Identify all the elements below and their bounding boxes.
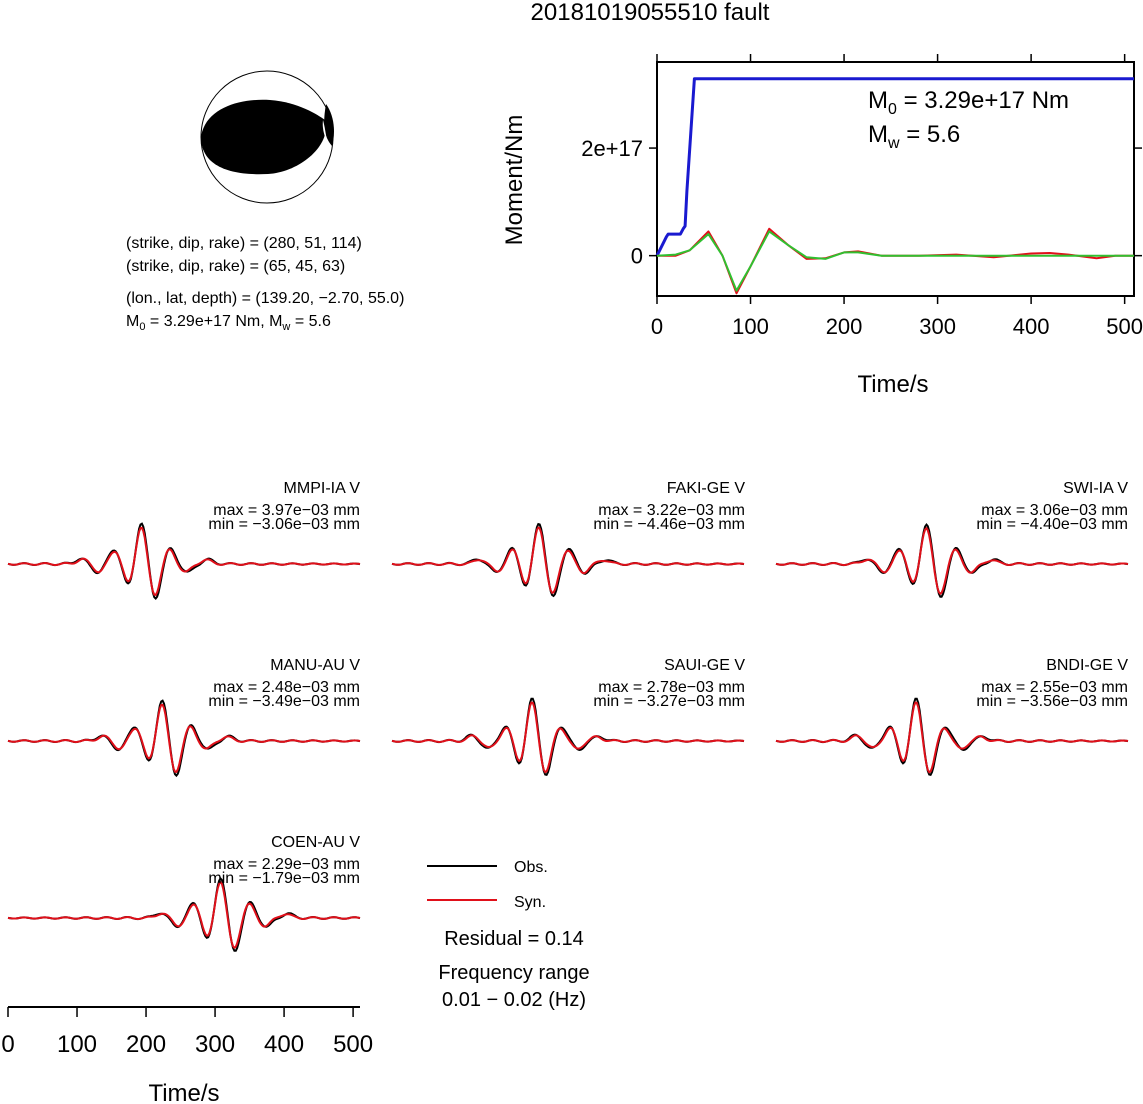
synthetic-trace: [775, 701, 1129, 774]
legend-syn-label: Syn.: [514, 894, 546, 911]
frequency-range-label: Frequency range: [438, 962, 589, 984]
bottom-time-axis: 0 100 200 300 400 500 Time/s: [1, 1006, 373, 1104]
moment-xtick-label: 300: [919, 314, 956, 339]
moment-curve: [655, 77, 1134, 257]
station-name: SAUI-GE V: [664, 657, 745, 674]
focal-plane-2: (strike, dip, rake) = (65, 45, 63): [126, 258, 345, 275]
synthetic-trace: [7, 526, 361, 596]
moment-xtick-label: 100: [732, 314, 769, 339]
figure-title: 20181019055510 fault: [531, 0, 770, 26]
station-min: min = −3.06e−03 mm: [208, 516, 360, 533]
moment-annotation-mw: Mw = 5.6: [868, 121, 960, 152]
station-name: BNDI-GE V: [1046, 657, 1128, 674]
station-max: max = 2.29e−03 mm: [213, 856, 360, 873]
bottom-xlabel: Time/s: [148, 1080, 219, 1104]
station-max: max = 3.97e−03 mm: [213, 502, 360, 519]
beachball: [200, 70, 334, 204]
station-min: min = −4.46e−03 mm: [593, 516, 745, 533]
station-min: min = −3.27e−03 mm: [593, 693, 745, 710]
moment-ytick-label: 2e+17: [581, 136, 643, 161]
station-max: max = 2.48e−03 mm: [213, 679, 360, 696]
moment-chart: 0 100 200 300 400 500 0 2e+17 Moment/Nm Time/s…: [501, 54, 1143, 398]
moment-xlabel: Time/s: [857, 371, 928, 398]
bottom-xtick-label: 500: [333, 1031, 373, 1058]
observed-trace: [7, 877, 361, 952]
legend: Obs. Syn.: [427, 859, 548, 911]
focal-plane-1: (strike, dip, rake) = (280, 51, 114): [126, 235, 362, 252]
bottom-xtick-label: 400: [264, 1031, 304, 1058]
synthetic-trace: [7, 880, 361, 950]
synthetic-trace: [7, 703, 361, 773]
focal-moment: M0 = 3.29e+17 Nm, Mw = 5.6: [126, 313, 331, 333]
moment-rate-alt: [656, 230, 1134, 292]
focal-location: (lon., lat, depth) = (139.20, −2.70, 55.…: [126, 290, 404, 307]
station-min: min = −3.49e−03 mm: [208, 693, 360, 710]
moment-annotation-m0: M0 = 3.29e+17 Nm: [868, 87, 1069, 118]
frequency-range-value: 0.01 − 0.02 (Hz): [442, 989, 586, 1011]
station-min: min = −3.56e−03 mm: [976, 693, 1128, 710]
station-max: max = 3.06e−03 mm: [981, 502, 1128, 519]
station-min: min = −4.40e−03 mm: [976, 516, 1128, 533]
station-name: COEN-AU V: [271, 834, 360, 851]
station-name: MMPI-IA V: [284, 480, 361, 497]
moment-ylabel: Moment/Nm: [501, 115, 528, 246]
synthetic-trace: [775, 526, 1129, 596]
observed-trace: [7, 522, 361, 600]
station-name: SWI-IA V: [1063, 480, 1128, 497]
synthetic-trace: [391, 526, 745, 594]
moment-xtick-label: 0: [651, 314, 663, 339]
moment-xtick-label: 200: [826, 314, 863, 339]
station-max: max = 2.55e−03 mm: [981, 679, 1128, 696]
legend-obs-label: Obs.: [514, 859, 548, 876]
bottom-xtick-label: 0: [1, 1031, 14, 1058]
bottom-xtick-label: 200: [126, 1031, 166, 1058]
moment-xtick-label: 400: [1013, 314, 1050, 339]
synthetic-trace: [391, 701, 745, 774]
bottom-xtick-label: 100: [57, 1031, 97, 1058]
station-min: min = −1.79e−03 mm: [208, 870, 360, 887]
bottom-xtick-label: 300: [195, 1031, 235, 1058]
moment-xtick-label: 500: [1106, 314, 1143, 339]
station-max: max = 3.22e−03 mm: [598, 502, 745, 519]
observed-trace: [775, 522, 1129, 598]
moment-plot-frame: [656, 61, 1135, 297]
moment-rate-syn: [657, 227, 1134, 295]
observed-trace: [391, 522, 745, 598]
station-max: max = 2.78e−03 mm: [598, 679, 745, 696]
moment-ytick-label: 0: [631, 244, 643, 269]
station-name: FAKI-GE V: [667, 480, 746, 497]
station-name: MANU-AU V: [270, 657, 360, 674]
residual-text: Residual = 0.14: [444, 928, 584, 950]
